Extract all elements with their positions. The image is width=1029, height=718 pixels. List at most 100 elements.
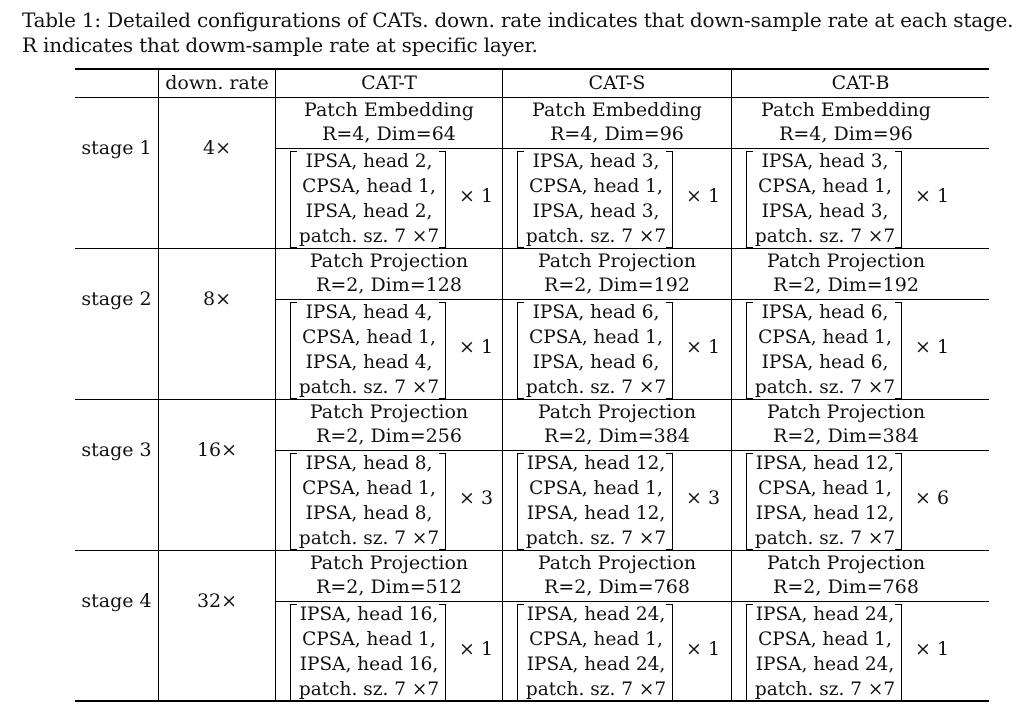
embedding-params: R=2, Dim=384: [544, 425, 690, 447]
block-config-line: IPSA, head 12,: [526, 503, 666, 524]
block-config-line: IPSA, head 2,: [305, 201, 433, 222]
down-rate-value: 8×: [202, 288, 231, 310]
embedding-type: Patch Projection: [766, 552, 926, 574]
down-rate-value: 32×: [196, 590, 238, 612]
matrix-left-bracket: [517, 604, 524, 701]
repeat-count: × 1: [459, 638, 494, 660]
block-config-line: IPSA, head 3,: [532, 201, 660, 222]
block-config-line: patch. sz. 7 ×7: [298, 528, 440, 549]
matrix-left-bracket: [746, 453, 753, 550]
stage-divider: [75, 550, 989, 551]
repeat-count: × 3: [686, 487, 721, 509]
block-config: IPSA, head 24, CPSA, head 1, IPSA, head 24…: [750, 602, 900, 702]
sub-divider: [276, 148, 989, 149]
embedding-params: R=2, Dim=512: [316, 576, 462, 598]
block-config-line: patch. sz. 7 ×7: [298, 226, 440, 247]
embedding-params: R=2, Dim=192: [544, 274, 690, 296]
block-config-line: CPSA, head 1,: [758, 327, 892, 348]
stage-divider: [75, 399, 989, 400]
header-bottom-rule: [75, 97, 989, 98]
matrix-right-bracket: [895, 453, 902, 550]
matrix-right-bracket: [666, 302, 673, 399]
block-config-line: patch. sz. 7 ×7: [298, 679, 440, 700]
repeat-count: × 1: [915, 185, 950, 207]
block-config-line: CPSA, head 1,: [302, 327, 436, 348]
block-config-line: patch. sz. 7 ×7: [298, 377, 440, 398]
stage-label: stage 1: [81, 137, 152, 159]
matrix-left-bracket: [746, 151, 753, 248]
embedding-type: Patch Projection: [537, 250, 697, 272]
block-config-line: IPSA, head 8,: [305, 453, 433, 474]
matrix-right-bracket: [666, 151, 673, 248]
block-config-line: IPSA, head 8,: [305, 503, 433, 524]
matrix-right-bracket: [666, 453, 673, 550]
repeat-count: × 1: [915, 336, 950, 358]
block-config: IPSA, head 16, CPSA, head 1, IPSA, head 16…: [294, 602, 444, 702]
stage-label: stage 2: [81, 288, 152, 310]
block-config-line: IPSA, head 3,: [532, 151, 660, 172]
matrix-right-bracket: [439, 604, 446, 701]
sub-divider: [276, 450, 989, 451]
down-rate-value: 16×: [196, 439, 238, 461]
embedding-params: R=2, Dim=768: [544, 576, 690, 598]
matrix-right-bracket: [895, 302, 902, 399]
matrix-right-bracket: [895, 604, 902, 701]
block-config-line: IPSA, head 6,: [761, 302, 889, 323]
block-config: IPSA, head 2, CPSA, head 1, IPSA, head 2, p…: [294, 149, 444, 249]
block-config-line: CPSA, head 1,: [302, 478, 436, 499]
column-separator: [731, 69, 732, 701]
matrix-left-bracket: [746, 302, 753, 399]
embedding-params: R=2, Dim=384: [773, 425, 919, 447]
block-config-line: IPSA, head 24,: [755, 654, 895, 675]
repeat-count: × 1: [915, 638, 950, 660]
block-config: IPSA, head 12, CPSA, head 1, IPSA, head 12…: [750, 451, 900, 551]
block-config-line: IPSA, head 12,: [755, 453, 895, 474]
header-cat-s: CAT-S: [588, 72, 646, 94]
stage-label: stage 4: [81, 590, 152, 612]
block-config: IPSA, head 3, CPSA, head 1, IPSA, head 3, p…: [750, 149, 900, 249]
matrix-left-bracket: [517, 453, 524, 550]
embedding-type: Patch Projection: [766, 250, 926, 272]
repeat-count: × 1: [686, 638, 721, 660]
matrix-left-bracket: [290, 604, 297, 701]
column-separator: [275, 69, 276, 701]
block-config-line: IPSA, head 4,: [305, 302, 433, 323]
block-config: IPSA, head 4, CPSA, head 1, IPSA, head 4, p…: [294, 300, 444, 400]
block-config-line: CPSA, head 1,: [529, 327, 663, 348]
block-config-line: CPSA, head 1,: [302, 629, 436, 650]
repeat-count: × 6: [915, 487, 950, 509]
matrix-right-bracket: [439, 151, 446, 248]
block-config-line: IPSA, head 6,: [761, 352, 889, 373]
matrix-right-bracket: [439, 453, 446, 550]
block-config-line: IPSA, head 6,: [532, 302, 660, 323]
matrix-left-bracket: [517, 302, 524, 399]
embedding-type: Patch Projection: [309, 552, 469, 574]
block-config-line: IPSA, head 24,: [526, 654, 666, 675]
matrix-left-bracket: [290, 151, 297, 248]
embedding-type: Patch Projection: [309, 401, 469, 423]
block-config-line: patch. sz. 7 ×7: [525, 679, 667, 700]
block-config-line: IPSA, head 16,: [299, 604, 439, 625]
matrix-left-bracket: [746, 604, 753, 701]
block-config-line: CPSA, head 1,: [529, 478, 663, 499]
block-config-line: patch. sz. 7 ×7: [754, 679, 896, 700]
table-bottom-rule: [75, 700, 989, 702]
repeat-count: × 1: [686, 185, 721, 207]
block-config: IPSA, head 8, CPSA, head 1, IPSA, head 8, p…: [294, 451, 444, 551]
embedding-params: R=4, Dim=96: [779, 123, 913, 145]
block-config-line: IPSA, head 24,: [526, 604, 666, 625]
header-cat-b: CAT-B: [831, 72, 890, 94]
block-config-line: IPSA, head 6,: [532, 352, 660, 373]
matrix-left-bracket: [290, 453, 297, 550]
stage-label: stage 3: [81, 439, 152, 461]
block-config-line: CPSA, head 1,: [529, 176, 663, 197]
header-cat-t: CAT-T: [361, 72, 417, 94]
block-config: IPSA, head 6, CPSA, head 1, IPSA, head 6, p…: [521, 300, 671, 400]
repeat-count: × 1: [459, 336, 494, 358]
block-config-line: patch. sz. 7 ×7: [525, 377, 667, 398]
block-config-line: CPSA, head 1,: [302, 176, 436, 197]
block-config: IPSA, head 3, CPSA, head 1, IPSA, head 3, p…: [521, 149, 671, 249]
down-rate-value: 4×: [202, 137, 231, 159]
block-config-line: IPSA, head 3,: [761, 151, 889, 172]
embedding-type: Patch Embedding: [532, 99, 702, 121]
